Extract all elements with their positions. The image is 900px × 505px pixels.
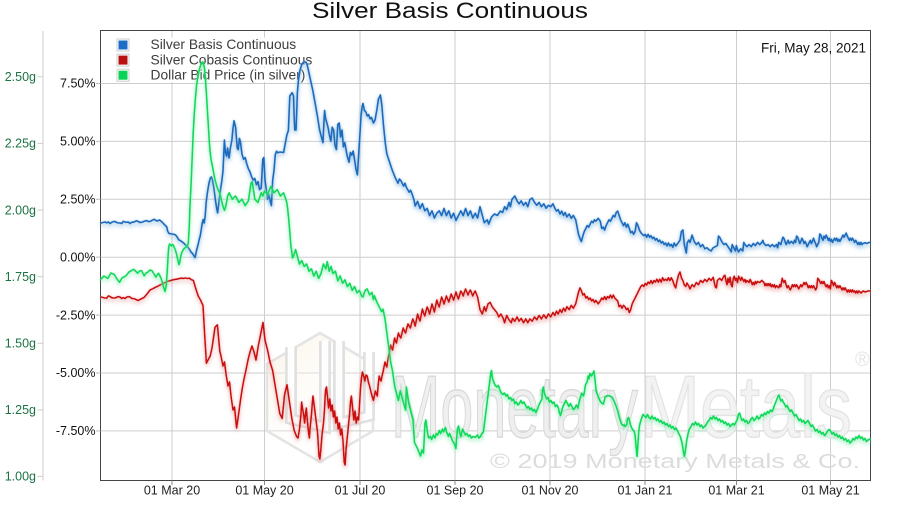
svg-text:5.00%: 5.00% — [60, 135, 95, 149]
svg-text:1.50g: 1.50g — [5, 337, 36, 351]
svg-text:2.50g: 2.50g — [5, 70, 36, 84]
svg-text:7.50%: 7.50% — [60, 77, 95, 91]
svg-text:-2.50%: -2.50% — [56, 308, 96, 322]
svg-text:Monetary: Monetary — [391, 357, 638, 456]
svg-text:1.00g: 1.00g — [5, 470, 36, 484]
svg-text:2.00g: 2.00g — [5, 203, 36, 217]
svg-text:1.75g: 1.75g — [5, 270, 36, 284]
svg-text:Dollar Bid Price (in silver): Dollar Bid Price (in silver) — [151, 67, 306, 82]
svg-text:01 Jan 21: 01 Jan 21 — [618, 484, 673, 498]
svg-text:0.00%: 0.00% — [60, 250, 95, 264]
svg-text:Silver Basis Continuous: Silver Basis Continuous — [312, 0, 588, 23]
svg-text:01 Sep 20: 01 Sep 20 — [427, 484, 484, 498]
svg-text:01 May 21: 01 May 21 — [801, 484, 859, 498]
svg-text:01 May 20: 01 May 20 — [235, 484, 293, 498]
svg-text:-5.00%: -5.00% — [56, 366, 96, 380]
svg-text:© 2019 Monetary Metals & Co.: © 2019 Monetary Metals & Co. — [490, 450, 860, 473]
svg-text:2.50%: 2.50% — [60, 193, 95, 207]
svg-text:01 Mar 21: 01 Mar 21 — [708, 484, 764, 498]
svg-text:Metals: Metals — [640, 357, 852, 456]
svg-text:01 Nov 20: 01 Nov 20 — [522, 484, 579, 498]
svg-text:2.25g: 2.25g — [5, 137, 36, 151]
svg-text:Fri, May 28, 2021: Fri, May 28, 2021 — [761, 41, 866, 56]
svg-text:01 Mar 20: 01 Mar 20 — [144, 484, 200, 498]
svg-text:-7.50%: -7.50% — [56, 424, 96, 438]
svg-text:Silver Basis Continuous: Silver Basis Continuous — [151, 37, 297, 52]
svg-text:01 Jul 20: 01 Jul 20 — [335, 484, 386, 498]
svg-text:1.25g: 1.25g — [5, 403, 36, 417]
svg-text:Silver Cobasis Continuous: Silver Cobasis Continuous — [151, 52, 313, 67]
svg-text:®: ® — [855, 349, 870, 371]
